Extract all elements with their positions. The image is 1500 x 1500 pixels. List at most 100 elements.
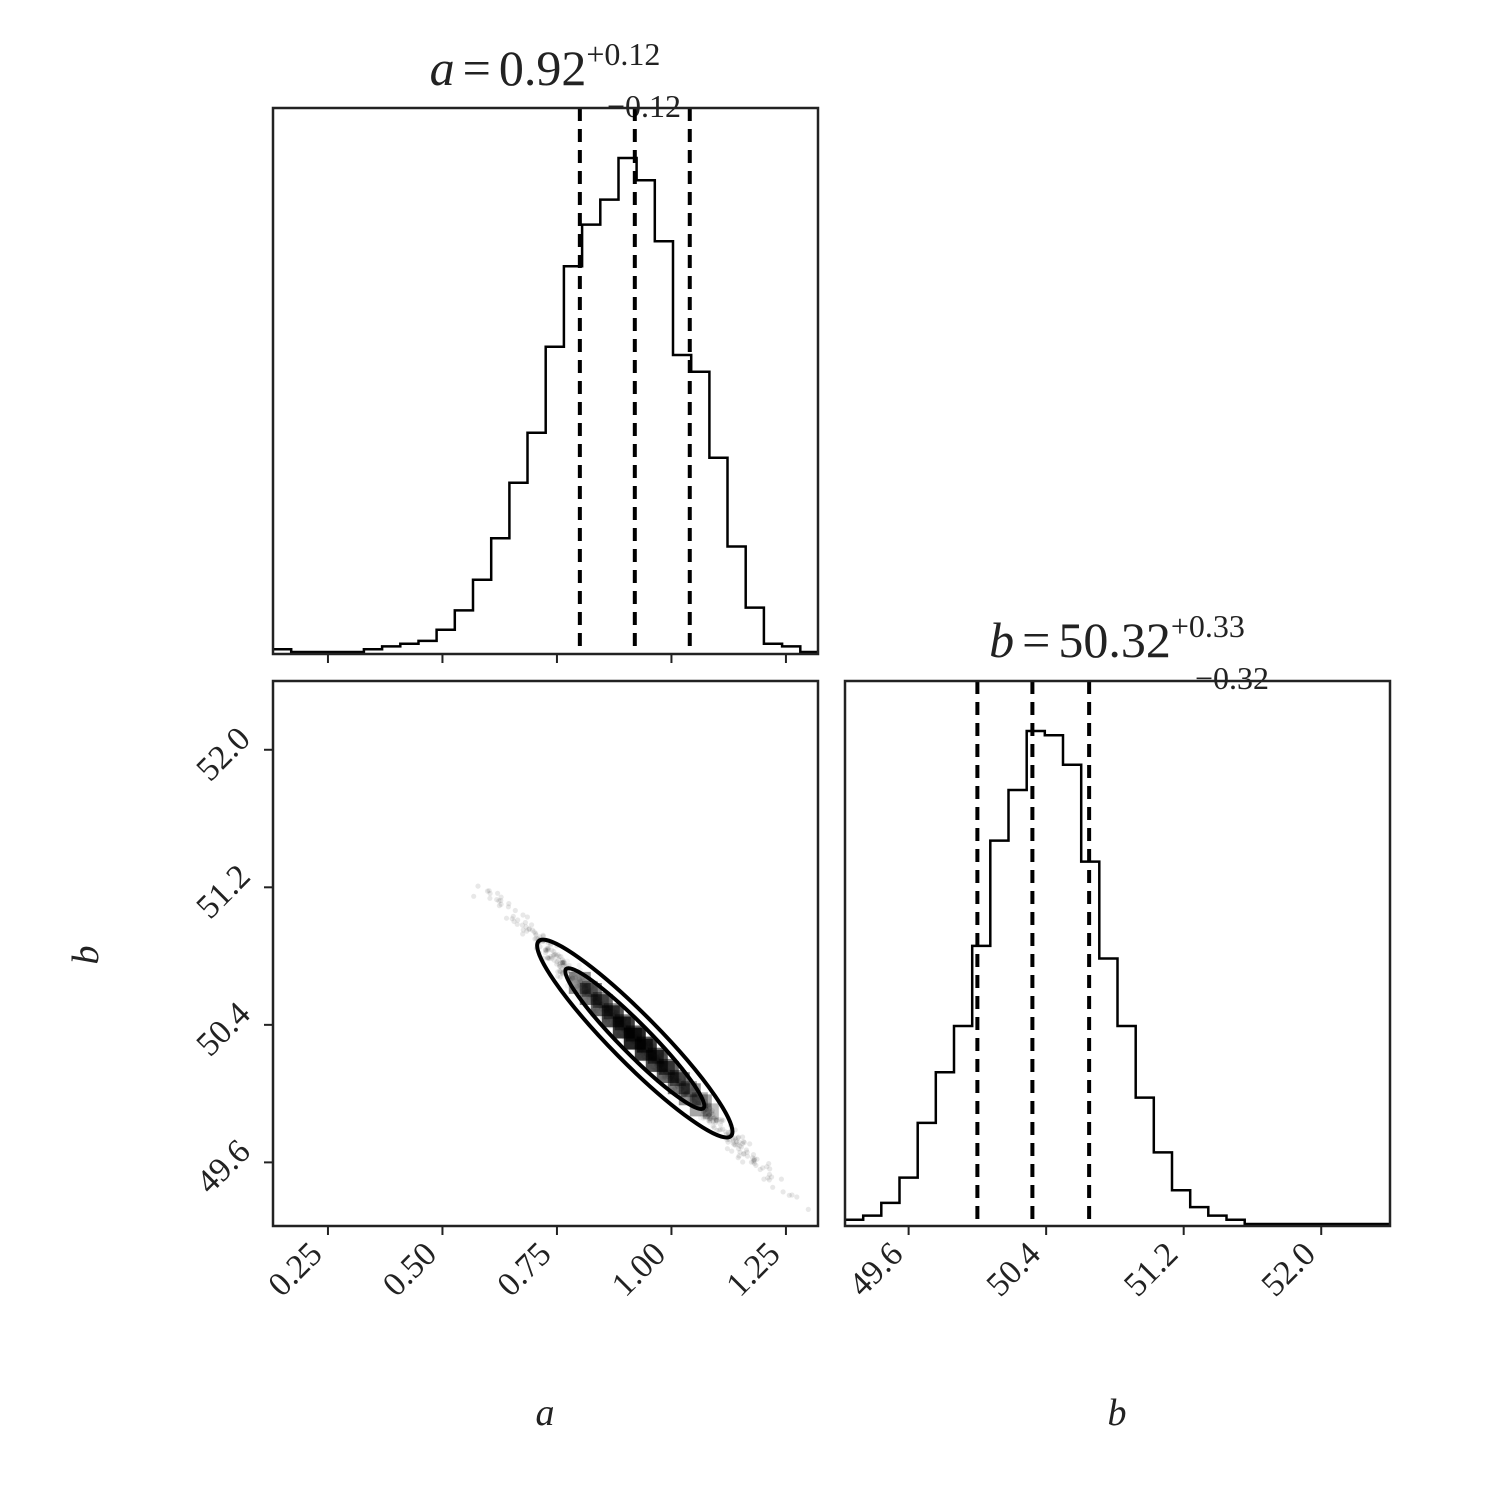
scatter-point [471,893,477,899]
scatter-point [498,897,504,904]
scatter-point [690,1094,696,1100]
scatter-point [706,1116,713,1122]
scatter-point [707,1105,713,1111]
scatter-point [693,1093,699,1099]
scatter-point [713,1120,719,1126]
scatter-point [555,973,561,979]
scatter-point [545,955,551,961]
scatter-point [705,1103,712,1109]
scatter-point [542,947,549,953]
scatter-point [577,977,583,983]
scatter-point [750,1155,756,1161]
scatter-point [705,1117,711,1123]
scatter-point [509,916,515,922]
y-tick-label-b-1: 50.4 [189,995,257,1063]
density-cell [689,1094,712,1117]
scatter-point [736,1139,742,1145]
scatter-point [704,1109,710,1115]
scatter-point [558,954,564,960]
scatter-point [705,1107,711,1113]
scatter-point [689,1097,695,1103]
panel-frame-b [843,679,1392,1228]
scatter-point [757,1166,763,1173]
scatter-point [734,1141,740,1148]
scatter-point [503,915,510,921]
scatter-point [692,1098,698,1104]
scatter-point [559,959,565,966]
scatter-point [556,957,562,963]
x-tick-label-a-4: 1.25 [719,1235,787,1303]
scatter-point [574,983,580,989]
scatter-point [724,1146,731,1152]
scatter-point [723,1129,729,1135]
scatter-point [725,1129,732,1136]
scatter-point [545,956,551,962]
scatter-point [736,1146,742,1152]
scatter-point [696,1100,702,1106]
scatter-point [506,901,512,907]
scatter-point [580,978,586,984]
scatter-point [718,1118,725,1124]
scatter-point [512,907,518,914]
scatter-point [546,947,552,953]
scatter-point [543,948,550,954]
scatter-point [546,955,553,961]
scatter-point [559,966,565,972]
y-tick-label-b-0: 49.6 [189,1133,257,1201]
scatter-point [494,897,500,903]
scatter-point [767,1166,773,1172]
scatter-point [778,1176,785,1182]
scatter-point [741,1139,747,1145]
scatter-point [554,959,560,965]
y-tick-label-b-3: 52.0 [189,720,257,788]
scatter-point [553,953,560,959]
density-cell [667,1072,690,1095]
scatter-point [557,968,563,974]
scatter-point [694,1100,700,1106]
scatter-point [744,1149,750,1155]
scatter-point [515,917,521,923]
scatter-point [569,975,576,982]
ylabel-b: b [65,946,107,965]
scatter-point [786,1192,792,1198]
scatter-point [544,945,550,951]
scatter-point [543,947,549,953]
scatter-point [531,929,537,935]
scatter-point [766,1177,772,1183]
scatter-point [740,1134,746,1140]
scatter-point [524,914,531,920]
scatter-point [738,1144,745,1150]
scatter-point [760,1165,766,1171]
scatter-point [735,1135,741,1141]
x-tick-label-a-0: 0.25 [261,1235,329,1303]
scatter-point [754,1156,760,1162]
scatter-point [560,962,567,968]
scatter-point [750,1152,757,1158]
scatter-point [571,971,577,978]
scatter-point [764,1164,770,1170]
scatter-point [560,960,566,966]
scatter-point [510,913,516,919]
scatter-point [794,1194,800,1200]
scatter-point [561,958,567,964]
x-tick-label-b-1: 50.4 [980,1235,1048,1303]
y-tick-label-b-2: 51.2 [189,858,257,926]
scatter-point [752,1156,758,1162]
scatter-point [713,1117,719,1123]
x-tick-label-b-2: 51.2 [1117,1235,1185,1303]
scatter-point [572,975,578,981]
histogram-step-b [845,729,1390,1226]
scatter-point [730,1140,736,1146]
x-tick-label-b-0: 49.6 [842,1235,910,1303]
scatter-point [573,974,579,980]
scatter-point [498,894,504,900]
scatter-point [552,951,559,957]
x-tick-label-a-3: 1.00 [605,1235,673,1303]
scatter-point [741,1151,747,1157]
scatter-point [706,1112,712,1119]
scatter-point [711,1115,718,1121]
scatter-point [540,932,546,938]
scatter-point [789,1192,795,1198]
scatter-point [744,1153,751,1159]
scatter-point [570,975,576,981]
